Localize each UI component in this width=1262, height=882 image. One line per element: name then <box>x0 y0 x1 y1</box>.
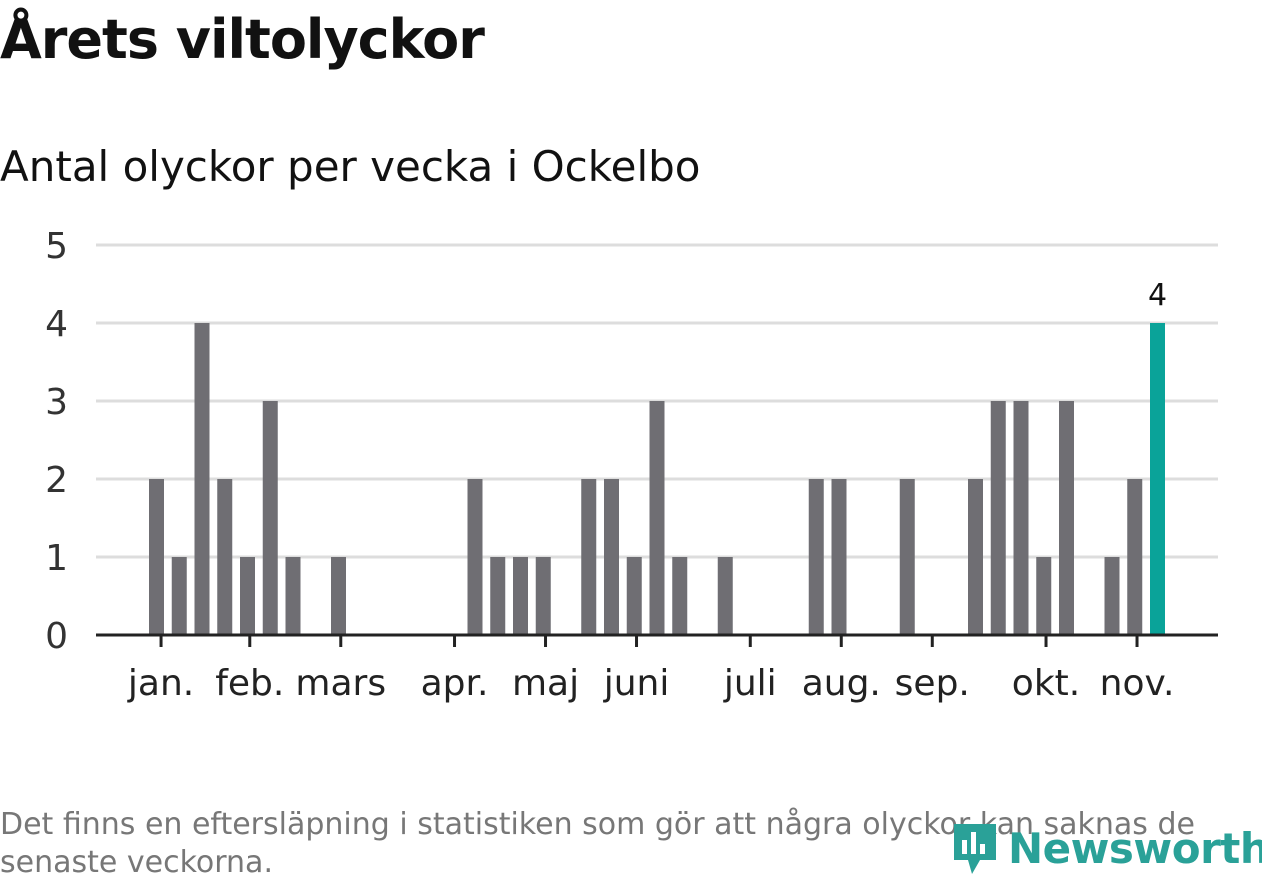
y-tick-label: 1 <box>45 538 68 579</box>
bar <box>240 557 255 635</box>
chart-title: Årets viltolyckor <box>0 8 485 71</box>
bar <box>581 479 597 635</box>
bar <box>626 557 642 635</box>
y-tick-label: 2 <box>45 460 68 501</box>
highlight-value-label: 4 <box>1148 278 1167 313</box>
y-tick-label: 5 <box>45 226 68 267</box>
bar <box>217 479 233 635</box>
x-tick-label: mars <box>295 663 386 704</box>
x-tick-label: aug. <box>802 663 881 704</box>
y-tick-label: 0 <box>45 616 68 657</box>
bar <box>717 557 733 635</box>
bar <box>831 479 847 635</box>
bar-highlighted <box>1150 323 1165 635</box>
data-labels: 4 <box>1148 278 1167 313</box>
y-axis-ticks: 0 1 2 3 4 5 <box>45 226 68 657</box>
bar <box>1036 557 1052 635</box>
bar <box>968 479 983 635</box>
x-tick-label: nov. <box>1100 663 1175 704</box>
bar <box>1104 557 1120 635</box>
brand-logo: Newsworthy <box>950 818 1262 878</box>
bar <box>467 479 483 635</box>
bar <box>194 323 210 635</box>
brand-name: Newsworthy <box>1008 823 1262 873</box>
x-tick-label: jan. <box>127 663 194 704</box>
bar <box>899 479 915 635</box>
bar <box>1059 401 1074 635</box>
bar <box>262 401 278 635</box>
bars <box>149 323 1165 635</box>
bar <box>285 557 301 635</box>
bar <box>990 401 1006 635</box>
bar <box>331 557 346 635</box>
bar <box>513 557 528 635</box>
y-tick-label: 4 <box>45 304 68 345</box>
bar <box>672 557 688 635</box>
x-tick-label: juli <box>723 663 777 704</box>
chart-subtitle: Antal olyckor per vecka i Ockelbo <box>0 142 701 191</box>
bar <box>808 479 824 635</box>
x-tick-label: sep. <box>895 663 970 704</box>
chart-logo-icon <box>954 824 996 874</box>
bar <box>490 557 506 635</box>
bar <box>535 557 551 635</box>
x-tick-label: okt. <box>1012 663 1080 704</box>
bar <box>171 557 187 635</box>
x-tick-label: apr. <box>421 663 489 704</box>
bar <box>149 479 164 635</box>
bar-chart: 0 1 2 3 4 5 jan. feb. mars apr. maj juni juli aug. se… <box>45 226 1218 704</box>
x-tick-label: juni <box>603 663 670 704</box>
y-tick-label: 3 <box>45 382 68 423</box>
bar <box>604 479 619 635</box>
x-tick-label: maj <box>512 663 579 704</box>
bar <box>1013 401 1029 635</box>
bar <box>1127 479 1143 635</box>
x-tick-label: feb. <box>215 663 284 704</box>
x-axis: jan. feb. mars apr. maj juni juli aug. sep. okt. n… <box>96 633 1218 704</box>
bar <box>649 401 665 635</box>
